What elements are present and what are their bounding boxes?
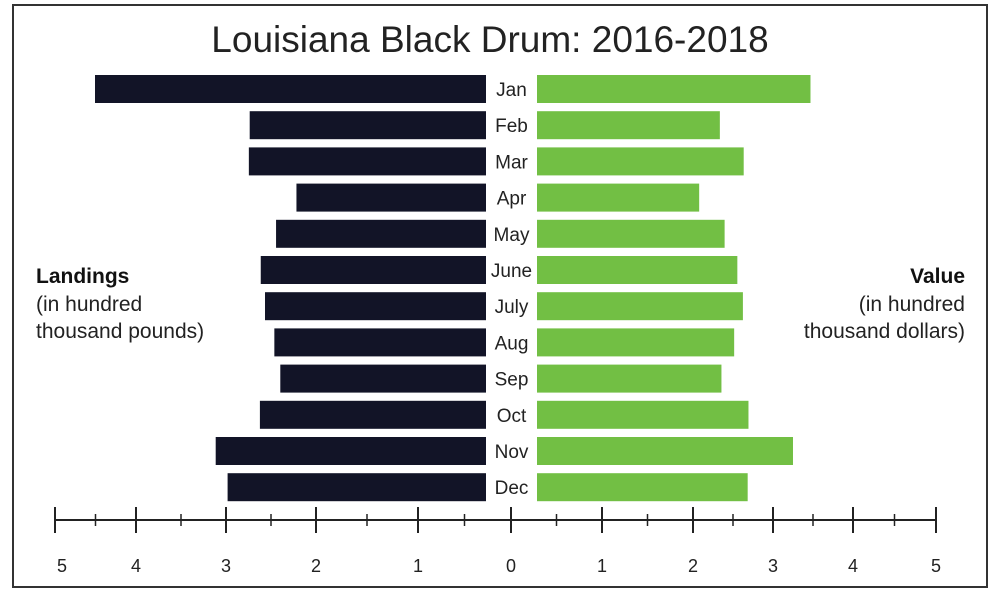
landings-bar-june xyxy=(260,256,486,284)
x-axis: 5 4 3 2 1 0 1 2 3 4 5 xyxy=(54,507,941,576)
tick-label: 2 xyxy=(688,556,698,576)
tick-label: 5 xyxy=(57,556,67,576)
tick-label: 4 xyxy=(131,556,141,576)
value-bar-july xyxy=(537,292,743,321)
month-label-apr: Apr xyxy=(497,189,527,210)
landings-series xyxy=(95,75,486,502)
value-bar-june xyxy=(537,256,738,284)
value-bar-may xyxy=(537,219,725,248)
value-label-line-1: (in hundred xyxy=(859,293,965,316)
month-labels: Jan Feb Mar Apr May June July Aug Sep Oct Nov Dec xyxy=(491,80,532,499)
month-label-nov: Nov xyxy=(495,442,529,463)
tick-label: 0 xyxy=(506,556,516,576)
month-label-oct: Oct xyxy=(497,406,527,427)
landings-bar-oct xyxy=(259,400,486,429)
tick-label: 3 xyxy=(221,556,231,576)
value-bar-jan xyxy=(537,75,811,103)
month-label-may: May xyxy=(494,225,530,246)
tick-label: 4 xyxy=(848,556,858,576)
month-label-july: July xyxy=(495,297,529,318)
landings-bar-mar xyxy=(248,147,486,176)
value-label-title: Value xyxy=(910,265,965,288)
month-label-dec: Dec xyxy=(495,478,529,499)
tick-label: 3 xyxy=(768,556,778,576)
landings-bar-jan xyxy=(95,75,486,103)
value-bar-sep xyxy=(537,364,722,393)
month-label-feb: Feb xyxy=(495,116,528,137)
tick-label: 1 xyxy=(413,556,423,576)
landings-bar-apr xyxy=(296,183,486,212)
value-bar-aug xyxy=(537,328,735,357)
value-bar-dec xyxy=(537,473,748,502)
landings-label-line-2: thousand pounds) xyxy=(36,320,204,343)
value-series xyxy=(537,75,811,502)
tick-label: 1 xyxy=(597,556,607,576)
landings-bar-aug xyxy=(274,328,486,357)
landings-bar-dec xyxy=(227,473,486,502)
month-label-aug: Aug xyxy=(495,333,529,354)
month-label-june: June xyxy=(491,261,532,282)
chart-frame xyxy=(12,4,988,588)
landings-bar-nov xyxy=(215,437,486,465)
value-bar-feb xyxy=(537,111,720,140)
landings-bar-sep xyxy=(280,364,486,393)
landings-bar-may xyxy=(276,219,486,248)
tick-label: 2 xyxy=(311,556,321,576)
landings-label-title: Landings xyxy=(36,265,129,288)
value-bar-nov xyxy=(537,437,793,465)
month-label-sep: Sep xyxy=(495,370,529,391)
month-label-mar: Mar xyxy=(495,152,528,173)
value-bar-mar xyxy=(537,147,744,176)
value-label-line-2: thousand dollars) xyxy=(804,320,965,343)
month-label-jan: Jan xyxy=(496,80,527,101)
landings-bar-july xyxy=(265,292,486,321)
landings-label-line-1: (in hundred xyxy=(36,293,142,316)
tick-label: 5 xyxy=(931,556,941,576)
value-bar-apr xyxy=(537,183,700,212)
landings-bar-feb xyxy=(249,111,486,140)
chart-title: Louisiana Black Drum: 2016-2018 xyxy=(211,19,768,60)
value-bar-oct xyxy=(537,400,749,429)
